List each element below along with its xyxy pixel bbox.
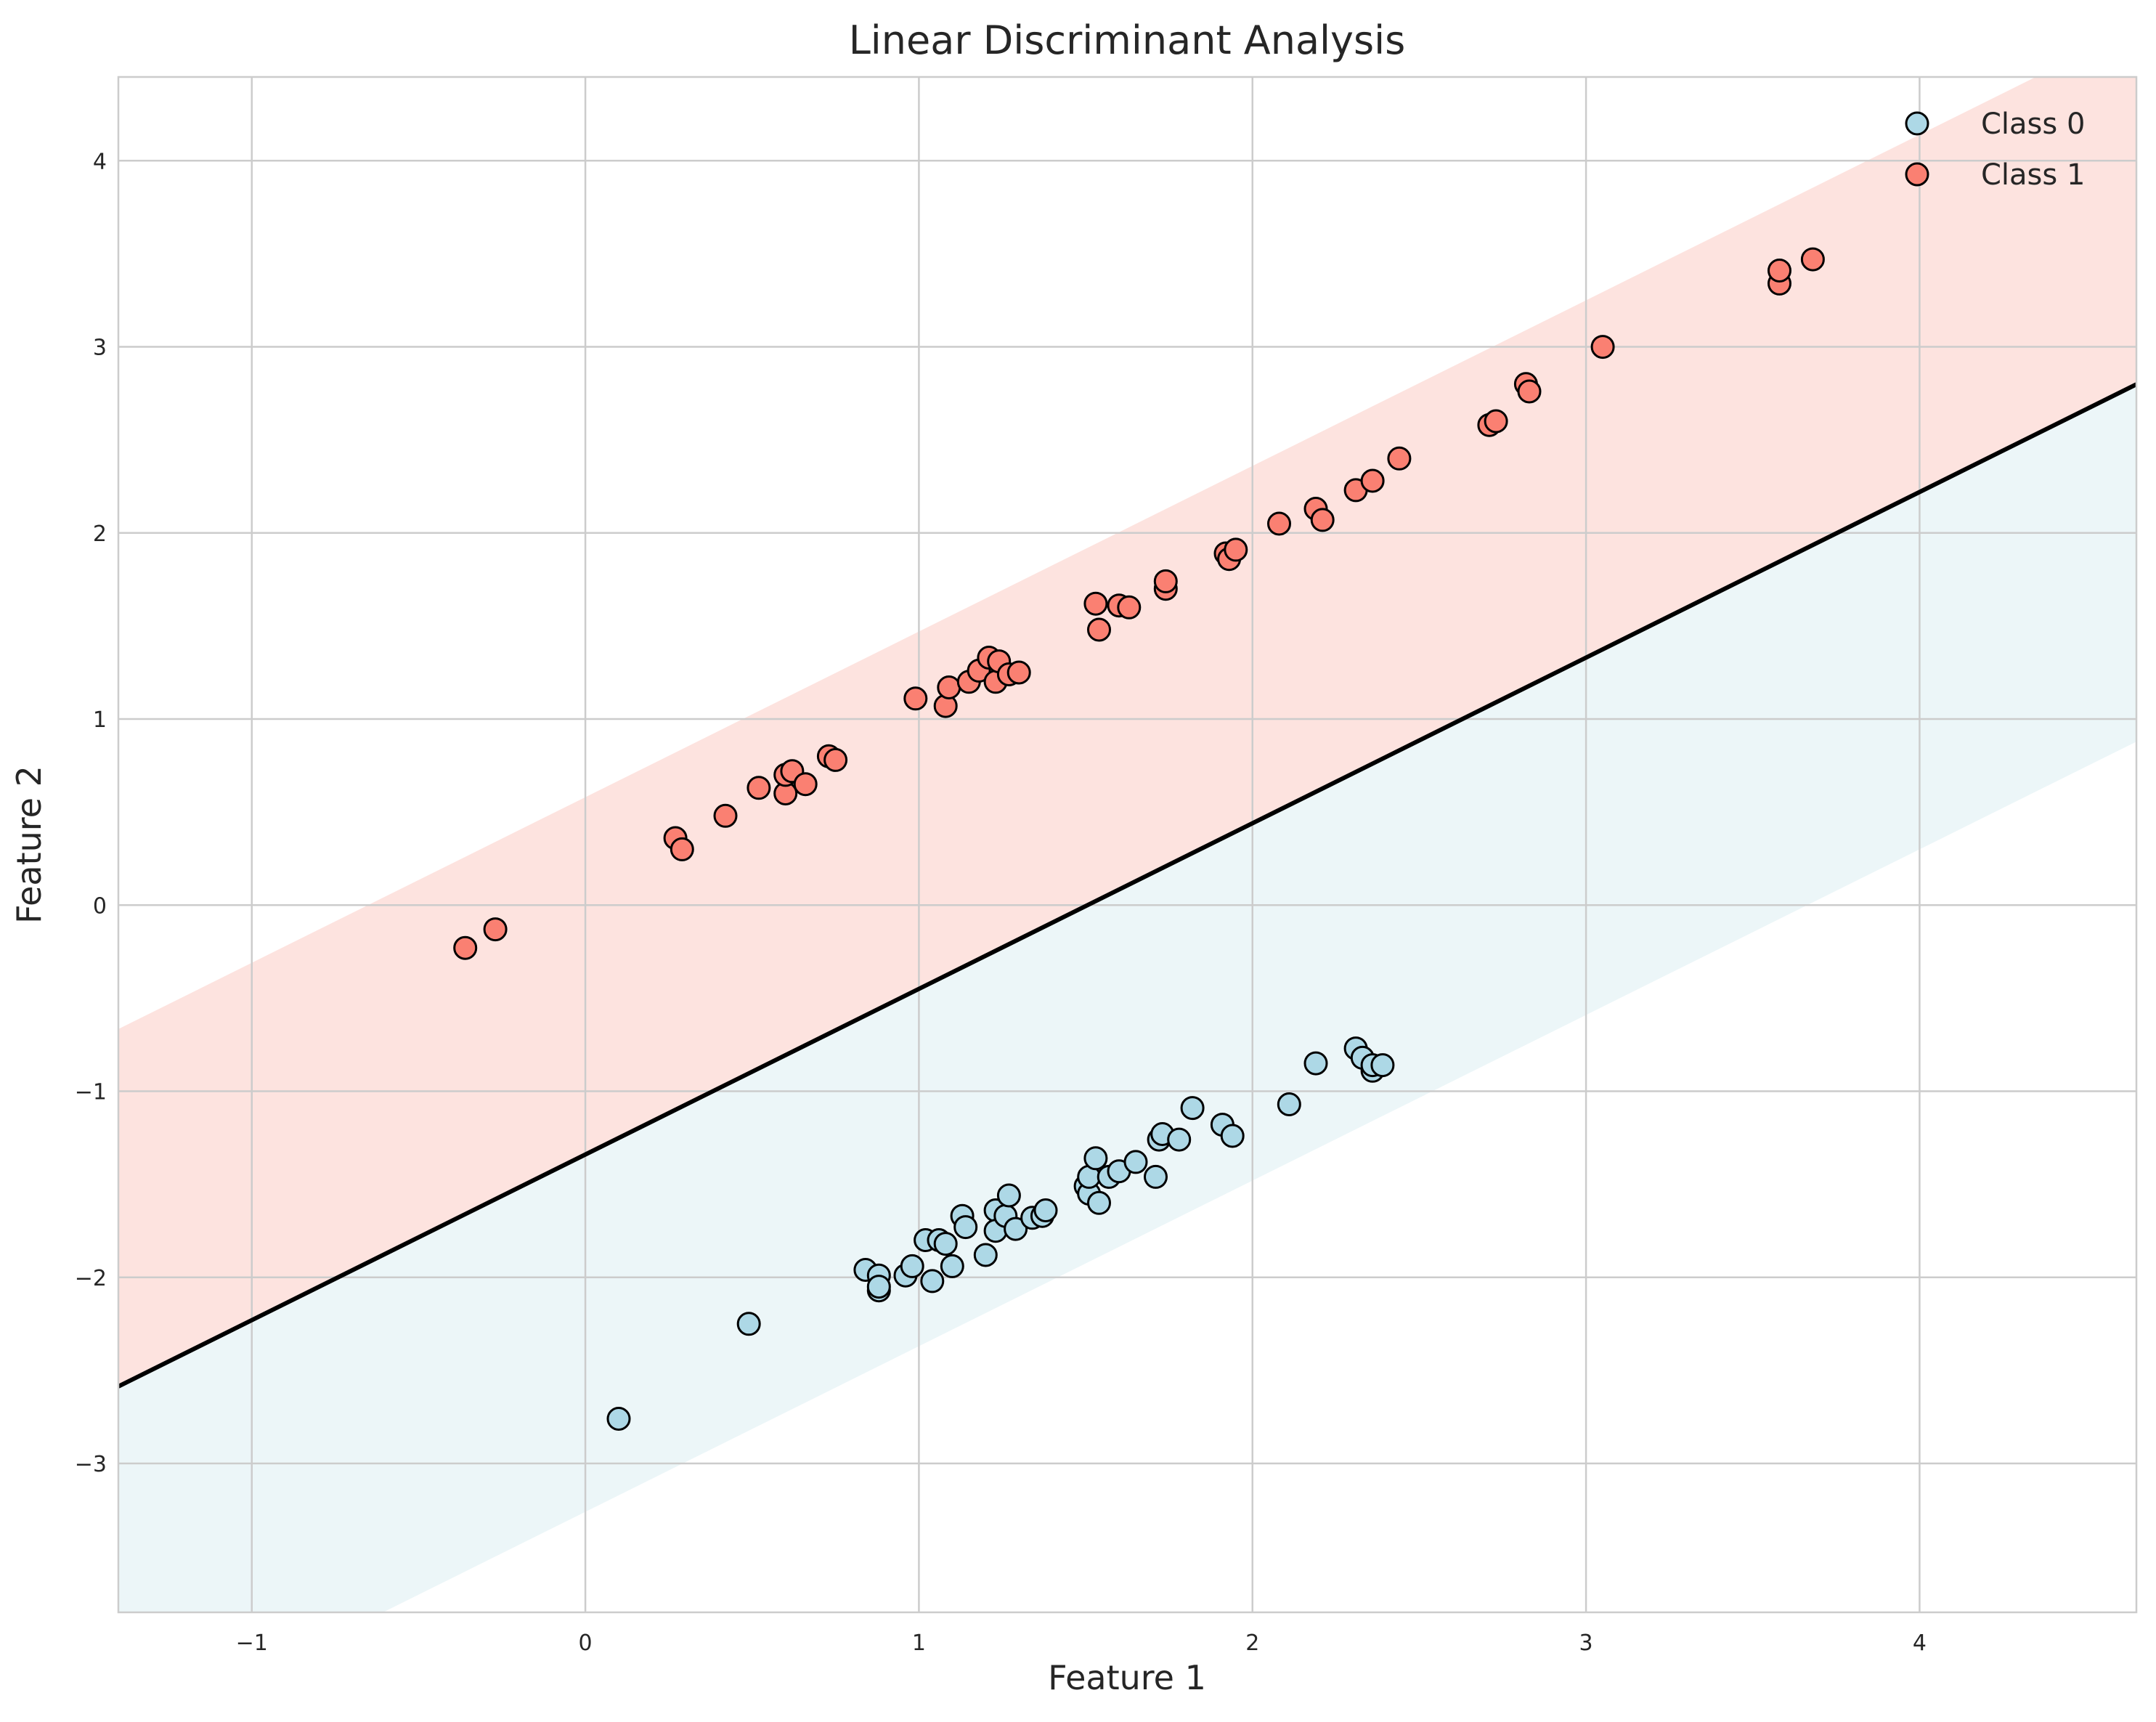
region-class-0 bbox=[118, 384, 2136, 1612]
y-tick-label: 1 bbox=[93, 707, 107, 733]
point-class-1 bbox=[1387, 446, 1412, 471]
point-class-0 bbox=[933, 1232, 958, 1256]
decision-boundary bbox=[118, 382, 2136, 1389]
legend: Class 0 Class 1 bbox=[1905, 107, 2085, 192]
point-class-1 bbox=[670, 837, 694, 861]
y-tick-label: 4 bbox=[93, 149, 107, 174]
point-class-0 bbox=[606, 1407, 631, 1431]
point-class-1 bbox=[1767, 259, 1791, 283]
x-tick-label: 1 bbox=[912, 1630, 926, 1656]
point-class-1 bbox=[747, 776, 771, 800]
point-class-0 bbox=[1123, 1150, 1148, 1174]
scatter-points bbox=[453, 247, 1825, 1431]
y-axis-title: Feature 2 bbox=[9, 765, 49, 924]
x-tick-label: 2 bbox=[1245, 1630, 1259, 1656]
chart-title: Linear Discriminant Analysis bbox=[849, 17, 1406, 63]
point-class-1 bbox=[793, 772, 818, 797]
point-class-0 bbox=[1277, 1092, 1301, 1116]
legend-label-class-1: Class 1 bbox=[1981, 158, 2085, 192]
point-class-1 bbox=[1006, 660, 1031, 685]
point-class-1 bbox=[1310, 508, 1335, 532]
point-class-1 bbox=[1800, 247, 1825, 272]
plot-frame bbox=[117, 76, 2138, 1614]
point-class-1 bbox=[1117, 595, 1142, 620]
point-class-1 bbox=[1267, 511, 1291, 536]
point-class-1 bbox=[1517, 379, 1542, 404]
region-class-1 bbox=[118, 77, 2136, 1386]
point-class-0 bbox=[996, 1183, 1021, 1208]
point-class-1 bbox=[1590, 335, 1615, 360]
y-tick-label: 3 bbox=[93, 336, 107, 361]
point-class-0 bbox=[1180, 1096, 1205, 1121]
point-class-0 bbox=[1167, 1127, 1192, 1152]
point-class-0 bbox=[1370, 1053, 1395, 1078]
series-class-0 bbox=[606, 1036, 1395, 1431]
point-class-1 bbox=[1087, 617, 1111, 642]
point-class-0 bbox=[1303, 1051, 1328, 1076]
x-tick-label: 4 bbox=[1913, 1630, 1927, 1656]
point-class-0 bbox=[1220, 1124, 1245, 1148]
point-class-1 bbox=[1224, 537, 1248, 562]
legend-entry-class-1: Class 1 bbox=[1905, 158, 2085, 192]
y-tick-label: −1 bbox=[75, 1080, 107, 1105]
y-tick-label: −2 bbox=[75, 1266, 107, 1291]
point-class-0 bbox=[940, 1254, 964, 1278]
y-tick-label: −3 bbox=[75, 1452, 107, 1477]
point-class-1 bbox=[903, 686, 928, 711]
x-tick-labels: −1 0 1 2 3 4 bbox=[236, 1630, 1927, 1656]
point-class-0 bbox=[900, 1254, 924, 1278]
legend-entry-class-0: Class 0 bbox=[1905, 107, 2085, 141]
point-class-0 bbox=[1033, 1198, 1058, 1222]
point-class-0 bbox=[1004, 1217, 1028, 1241]
point-class-1 bbox=[823, 747, 848, 772]
decision-boundary-line bbox=[118, 382, 2136, 1389]
point-class-1 bbox=[1360, 468, 1385, 493]
x-tick-label: 0 bbox=[579, 1630, 593, 1656]
point-class-0 bbox=[866, 1275, 891, 1299]
point-class-1 bbox=[713, 803, 738, 828]
point-class-1 bbox=[1484, 409, 1508, 434]
y-tick-label: 2 bbox=[93, 521, 107, 547]
point-class-1 bbox=[1083, 591, 1108, 616]
point-class-0 bbox=[1144, 1164, 1168, 1189]
y-tick-label: 0 bbox=[93, 893, 107, 919]
series-class-1 bbox=[453, 247, 1825, 960]
legend-label-class-0: Class 0 bbox=[1981, 107, 2085, 141]
point-class-0 bbox=[920, 1269, 945, 1293]
point-class-1 bbox=[1153, 569, 1178, 593]
grid-lines bbox=[118, 77, 2136, 1612]
legend-marker-class-0 bbox=[1905, 111, 1929, 136]
x-tick-label: −1 bbox=[236, 1630, 268, 1656]
y-tick-labels: −3 −2 −1 0 1 2 3 4 bbox=[75, 149, 107, 1477]
point-class-1 bbox=[483, 917, 508, 942]
point-class-1 bbox=[937, 675, 961, 699]
point-class-0 bbox=[1087, 1190, 1111, 1215]
point-class-0 bbox=[953, 1215, 978, 1240]
class-regions bbox=[118, 77, 2136, 1612]
point-class-0 bbox=[736, 1312, 761, 1336]
point-class-0 bbox=[973, 1243, 998, 1267]
legend-marker-class-1 bbox=[1905, 162, 1929, 187]
point-class-1 bbox=[453, 935, 478, 960]
point-class-0 bbox=[1083, 1146, 1108, 1171]
x-axis-title: Feature 1 bbox=[1048, 1658, 1206, 1697]
x-tick-label: 3 bbox=[1579, 1630, 1593, 1656]
